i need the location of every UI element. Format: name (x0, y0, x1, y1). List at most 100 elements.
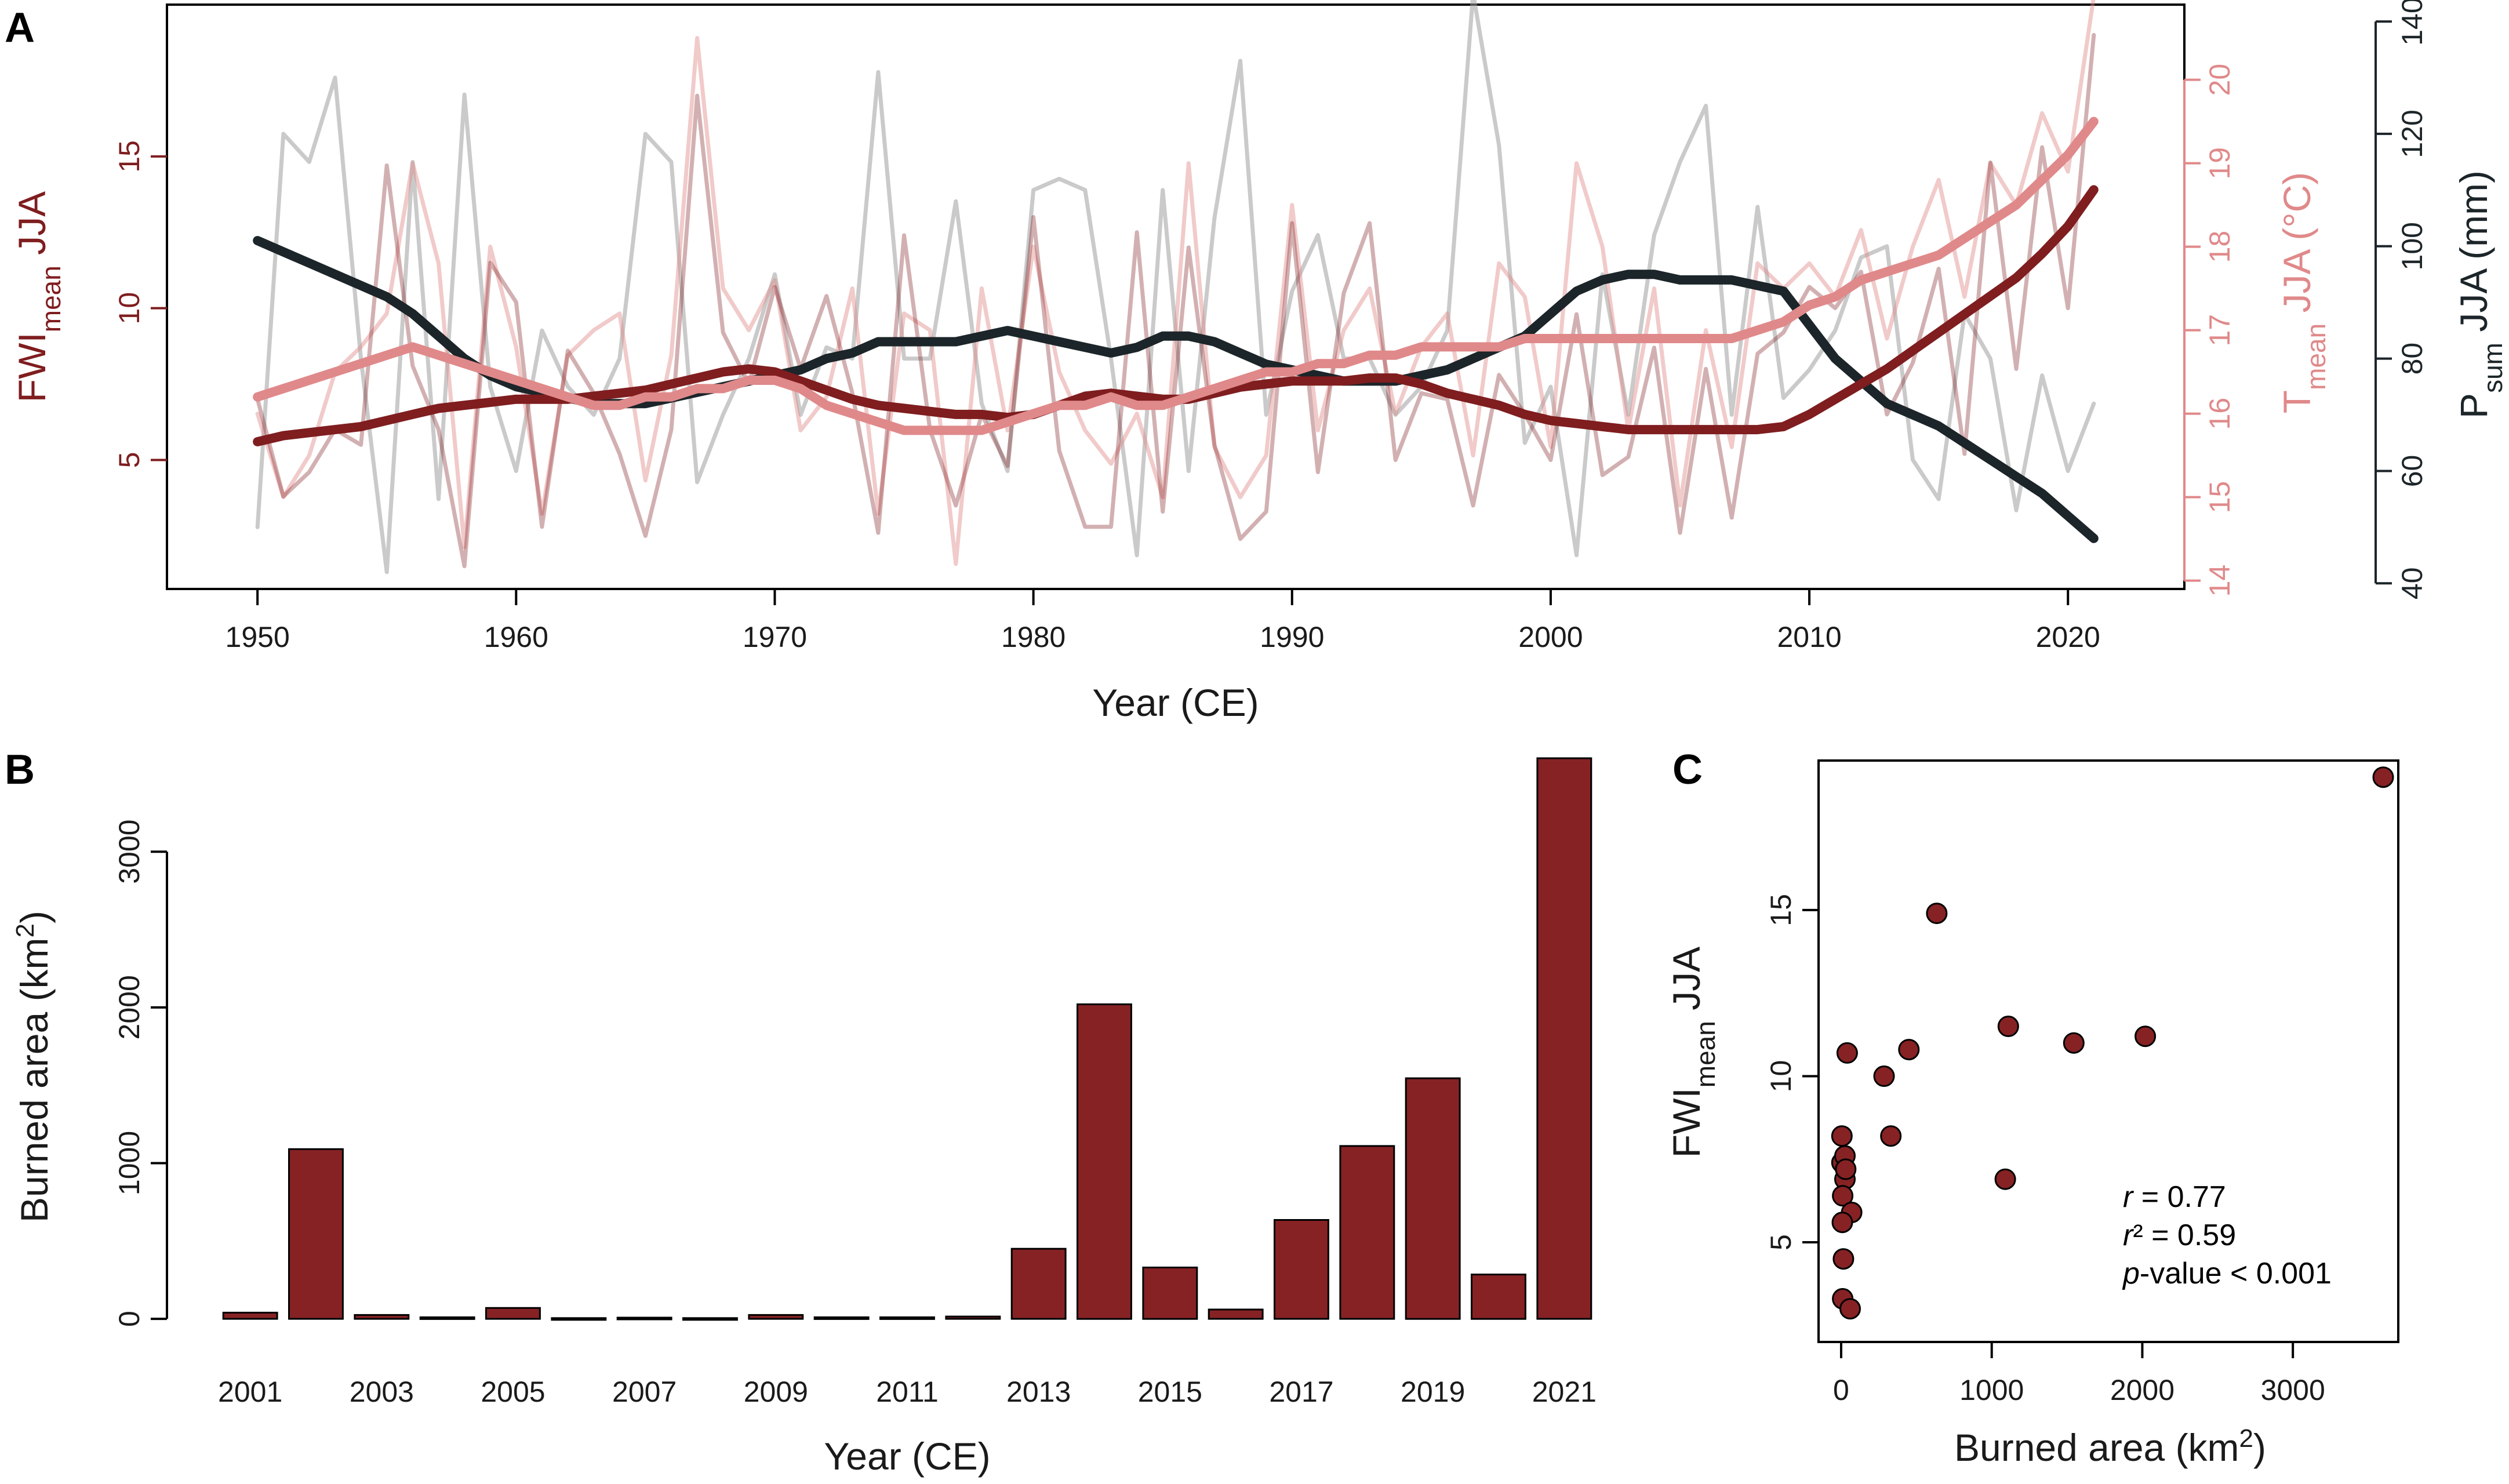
annot-p-value: -value < 0.001 (2140, 1257, 2332, 1290)
fwi-tick-label-15: 15 (113, 140, 146, 173)
c-x-tick-label-1000: 1000 (1959, 1374, 2024, 1406)
annot-r2-value: ² = 0.59 (2133, 1219, 2236, 1252)
b-y-tick-label-0: 0 (113, 1311, 146, 1327)
annot-r-label: r (2123, 1180, 2135, 1214)
panel-b-bars (222, 757, 1592, 1321)
precip-title-suffix: JJA (mm) (2452, 170, 2495, 343)
temp-title-main: T (2275, 390, 2318, 413)
b-y-title-close: ) (13, 911, 56, 923)
bar-2006 (551, 1317, 607, 1321)
scatter-point-18 (2063, 1032, 2085, 1054)
scatter-point-12 (1898, 1039, 1920, 1061)
bar-2007 (616, 1316, 672, 1321)
scatter-point-19 (1873, 1065, 1895, 1087)
bar-2003 (354, 1314, 410, 1320)
temp-tick-label-15: 15 (2203, 481, 2236, 514)
panel-b-y-title: Burned area (km2) (11, 911, 56, 1223)
temp-tick-label-14: 14 (2203, 565, 2236, 597)
c-x-tick-label-2000: 2000 (2110, 1374, 2175, 1406)
fwi-title-suffix: JJA (10, 191, 53, 265)
b-x-label-2007: 2007 (612, 1376, 677, 1408)
bar-2010 (813, 1316, 870, 1320)
series-line-temp-4 (253, 117, 2099, 435)
b-x-label-2017: 2017 (1269, 1376, 1333, 1408)
bar-2013 (1010, 1247, 1067, 1320)
x-tick-label-2020: 2020 (2036, 621, 2100, 653)
scatter-point-13 (2135, 1025, 2157, 1047)
temp-tick-label-16: 16 (2203, 398, 2236, 430)
x-tick-label-1950: 1950 (226, 621, 290, 653)
annot-r2-label: r (2123, 1219, 2135, 1252)
panel-a-fwi-title: FWImean JJA (10, 191, 66, 402)
panel-a-series (253, 0, 2099, 574)
precip-tick-label-120: 120 (2396, 110, 2428, 158)
panel-c-x-axis: 0 1000 2000 3000 (1833, 1342, 2325, 1406)
b-y-title-sup: 2 (11, 923, 39, 937)
x-tick-label-1980: 1980 (1001, 621, 1066, 653)
precip-tick-label-40: 40 (2396, 567, 2428, 599)
fwi-tick-label-5: 5 (113, 452, 146, 468)
c-y-tick-label-10: 10 (1765, 1060, 1797, 1093)
b-x-label-2011: 2011 (876, 1376, 939, 1408)
precip-tick-label-60: 60 (2396, 455, 2428, 488)
scatter-point-1 (1994, 1168, 2016, 1190)
panel-a-temp-axis: 14 15 16 17 18 19 20 (2183, 64, 2236, 597)
panel-a-precip-title: Psum JJA (mm) (2452, 170, 2508, 419)
panel-c-x-title: Burned area (km2) (1954, 1424, 2266, 1470)
panel-c-points (1831, 766, 2394, 1320)
x-tick-label-2010: 2010 (1777, 621, 1841, 653)
c-y-title-main: FWI (1665, 1087, 1708, 1158)
precip-tick-label-100: 100 (2396, 222, 2428, 270)
temp-title-sub: mean (2301, 323, 2331, 390)
x-tick-label-1970: 1970 (743, 621, 807, 653)
b-x-label-2015: 2015 (1138, 1376, 1202, 1408)
x-tick-label-1990: 1990 (1260, 621, 1324, 653)
panel-a-temp-title: Tmean JJA (°C) (2275, 172, 2331, 413)
bar-2008 (682, 1317, 738, 1321)
annot-r: r = 0.77 (2123, 1180, 2226, 1214)
bar-2021 (1536, 757, 1592, 1320)
bar-2001 (222, 1311, 278, 1320)
panel-b-x-title: Year (CE) (824, 1435, 990, 1478)
scatter-point-17 (1997, 1016, 2019, 1037)
b-x-label-2001: 2001 (218, 1376, 282, 1408)
temp-tick-label-17: 17 (2203, 314, 2236, 347)
scatter-point-6 (1831, 1212, 1853, 1234)
bar-2014 (1077, 1003, 1132, 1320)
fwi-title-sub: mean (36, 265, 66, 332)
c-y-tick-label-5: 5 (1765, 1234, 1797, 1250)
annot-p-label: p (2122, 1257, 2140, 1290)
panel-c-y-axis: 5 10 15 (1765, 894, 1819, 1250)
scatter-point-14 (1880, 1125, 1902, 1147)
b-y-tick-label-3000: 3000 (113, 820, 146, 884)
temp-tick-label-19: 19 (2203, 147, 2236, 180)
bar-2020 (1471, 1274, 1526, 1320)
panel-c-plot-frame (1817, 759, 2399, 1343)
bar-2012 (945, 1315, 1001, 1320)
b-x-label-2009: 2009 (744, 1376, 808, 1408)
b-x-label-2005: 2005 (481, 1376, 545, 1408)
b-x-label-2013: 2013 (1006, 1376, 1071, 1408)
panel-a-x-title: Year (CE) (1092, 681, 1259, 724)
fwi-tick-label-10: 10 (113, 292, 146, 325)
precip-title-sub: sum (2478, 343, 2508, 393)
c-y-title-suffix: JJA (1665, 947, 1708, 1021)
annot-r2: r² = 0.59 (2123, 1219, 2236, 1252)
series-line-temp-1 (255, 0, 2096, 566)
annot-r-value: = 0.77 (2133, 1180, 2226, 1214)
panel-b-y-axis: 0 1000 2000 3000 (113, 820, 168, 1327)
scatter-point-10 (1839, 1298, 1861, 1320)
scatter-point-3 (1832, 1185, 1854, 1207)
series-line-precip-2 (255, 0, 2096, 574)
x-tick-label-2000: 2000 (1518, 621, 1583, 653)
precip-title-main: P (2452, 393, 2495, 419)
bar-2017 (1274, 1219, 1329, 1320)
panel-c-y-title: FWImean JJA (1665, 947, 1721, 1158)
bar-2009 (748, 1314, 804, 1320)
bar-2019 (1405, 1077, 1461, 1320)
b-y-tick-label-1000: 1000 (113, 1131, 146, 1195)
bar-2005 (485, 1307, 541, 1320)
b-x-label-2021: 2021 (1532, 1376, 1597, 1408)
